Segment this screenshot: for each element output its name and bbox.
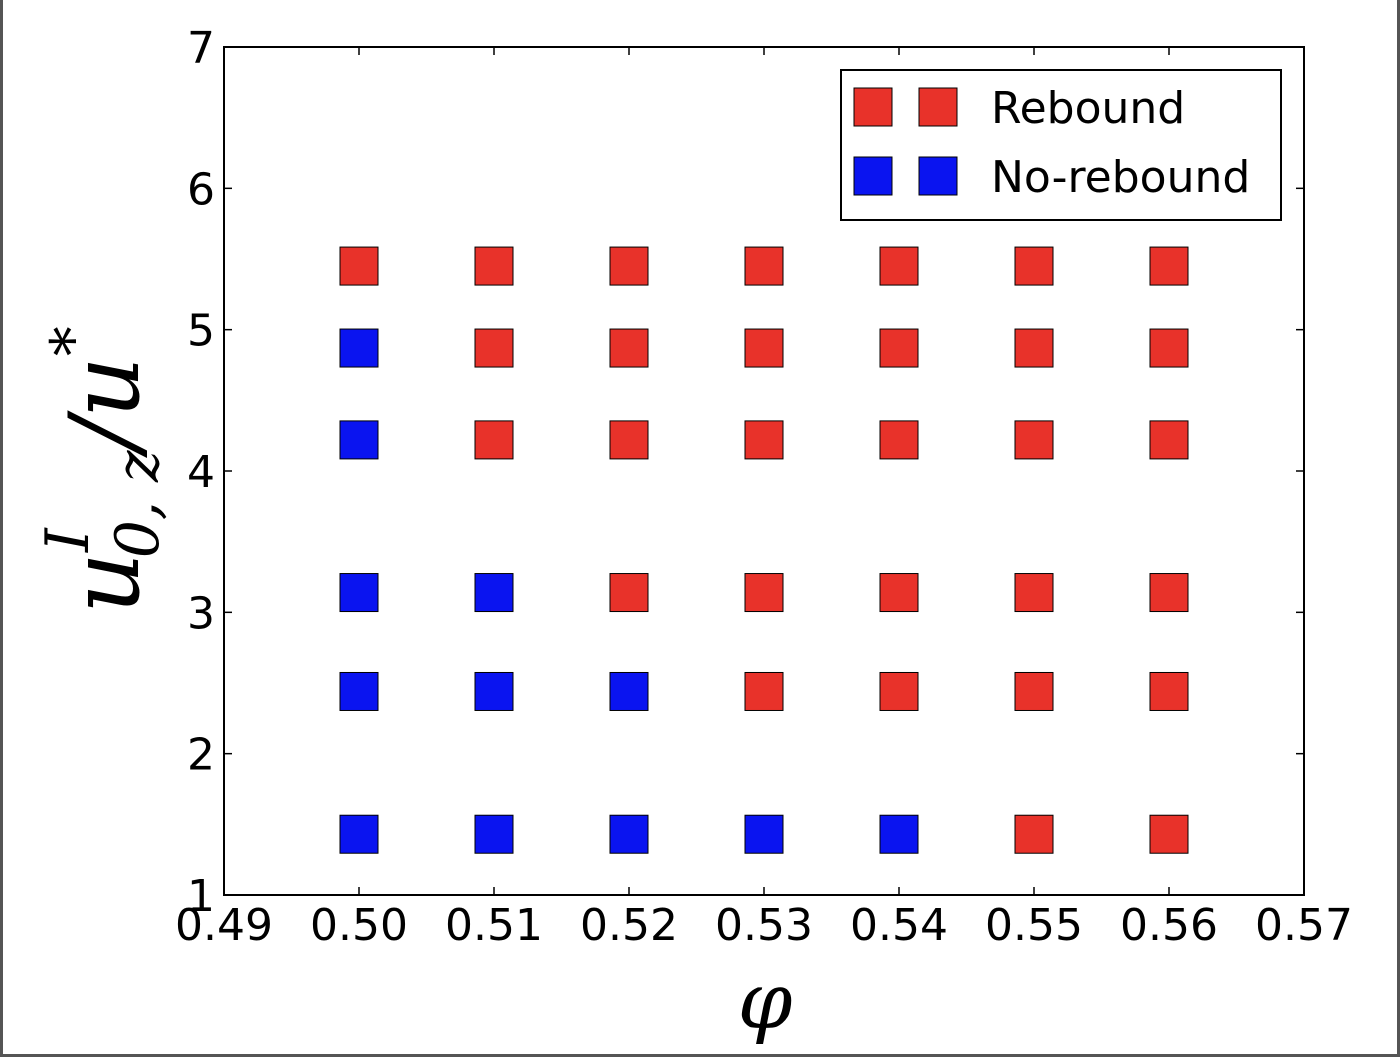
y-tick-label: 7 [187,23,215,74]
x-axis-label: φ [738,957,793,1047]
x-tick-label: 0.57 [1255,900,1353,951]
rebound-point [609,246,649,286]
x-tick-label: 0.54 [850,900,948,951]
rebound-point [609,573,649,613]
svg-text:uI0, z/u*: uI0, z/u* [33,326,173,614]
rebound-point [1149,420,1189,460]
y-tick-label: 3 [187,588,215,639]
x-tick-label: 0.55 [985,900,1083,951]
rebound-point [1149,573,1189,613]
rebound-point [744,420,784,460]
legend-marker-rebound-2 [918,87,958,127]
y-label-sub: 0, z [103,450,173,558]
y-tick-label: 2 [187,730,215,781]
x-tick-label: 0.52 [580,900,678,951]
y-label-sup: I [33,527,103,553]
rebound-point [744,671,784,711]
points-layer [339,246,1189,854]
rebound-point [1014,420,1054,460]
scatter-chart: 0.49 0.50 0.51 0.52 0.53 0.54 0.55 0.56 0.57 1 2 3… [33,23,1353,1047]
legend-marker-no-rebound-1 [853,156,893,196]
legend-marker-rebound-1 [853,87,893,127]
x-tick-label: 0.56 [1120,900,1218,951]
no-rebound-point [474,671,514,711]
legend-label-no-rebound: No-rebound [991,152,1250,203]
y-tick-label: 5 [187,306,215,357]
rebound-point [1149,328,1189,368]
rebound-point [1014,814,1054,854]
no-rebound-point [744,814,784,854]
rebound-point [744,246,784,286]
x-tick-label: 0.49 [175,900,273,951]
rebound-point [1149,814,1189,854]
rebound-point [879,328,919,368]
x-tick-label: 0.50 [310,900,408,951]
no-rebound-point [879,814,919,854]
no-rebound-point [339,814,379,854]
rebound-point [879,671,919,711]
rebound-point [1149,246,1189,286]
y-axis-label: uI0, z/u* [33,326,173,614]
rebound-point [609,420,649,460]
rebound-point [1149,671,1189,711]
rebound-point [474,328,514,368]
no-rebound-point [474,814,514,854]
y-label-base2: u [49,356,161,418]
y-tick-label: 1 [187,871,215,922]
no-rebound-point [609,814,649,854]
x-tick-label: 0.51 [445,900,543,951]
x-tick-labels: 0.49 0.50 0.51 0.52 0.53 0.54 0.55 0.56 0.57 [175,900,1353,951]
rebound-point [744,328,784,368]
no-rebound-point [609,671,649,711]
rebound-point [879,420,919,460]
rebound-point [474,420,514,460]
no-rebound-point [339,671,379,711]
y-tick-labels: 1 2 3 4 5 6 7 [187,23,215,922]
legend: Rebound No-rebound [840,69,1282,221]
no-rebound-point [339,573,379,613]
rebound-point [1014,328,1054,368]
y-tick-label: 6 [187,164,215,215]
no-rebound-point [474,573,514,613]
legend-marker-no-rebound-2 [918,156,958,196]
rebound-point [1014,573,1054,613]
x-tick-label: 0.53 [715,900,813,951]
y-tick-label: 4 [187,447,215,498]
rebound-point [474,246,514,286]
legend-label-rebound: Rebound [991,83,1185,134]
plot-frame [223,46,1305,896]
rebound-point [744,573,784,613]
rebound-point [1014,671,1054,711]
rebound-point [1014,246,1054,286]
y-label-base: u [49,552,161,614]
rebound-point [879,573,919,613]
rebound-point [339,246,379,286]
legend-box [840,69,1282,221]
no-rebound-point [339,420,379,460]
rebound-point [879,246,919,286]
rebound-point [609,328,649,368]
no-rebound-point [339,328,379,368]
y-label-sup2: * [38,326,108,356]
